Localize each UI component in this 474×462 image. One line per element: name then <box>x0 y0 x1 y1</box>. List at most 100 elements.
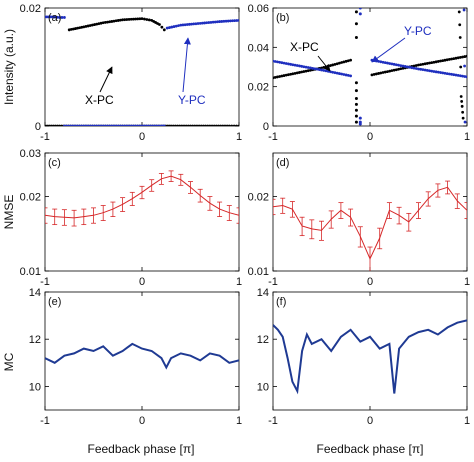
data-point <box>354 89 358 93</box>
annotation-label: Y-PC <box>178 93 206 107</box>
data-point <box>193 124 197 126</box>
data-point <box>317 68 321 71</box>
data-point <box>142 124 146 126</box>
data-point <box>450 72 453 76</box>
data-point <box>99 124 103 126</box>
data-point <box>425 62 429 65</box>
data-point <box>293 71 297 75</box>
annotation-arrow <box>99 66 113 93</box>
data-point <box>394 68 398 72</box>
data-point <box>458 74 462 78</box>
data-point <box>172 25 176 28</box>
data-point <box>186 124 190 126</box>
data-point <box>190 22 193 26</box>
data-point <box>78 124 81 126</box>
data-point <box>195 124 199 126</box>
y-tick-label: 0.03 <box>20 148 41 160</box>
data-point <box>116 19 120 22</box>
data-point <box>465 75 467 79</box>
data-point <box>220 20 224 23</box>
data-point <box>340 72 344 76</box>
data-point <box>108 20 112 24</box>
data-point <box>235 19 239 22</box>
data-point <box>465 54 467 58</box>
data-point <box>462 8 466 12</box>
data-point <box>86 24 90 28</box>
data-point <box>51 124 55 126</box>
data-point <box>67 28 71 32</box>
data-point <box>410 66 414 70</box>
data-point <box>421 62 425 66</box>
data-point <box>390 62 394 66</box>
data-point <box>72 27 75 31</box>
data-point <box>138 124 142 126</box>
data-point <box>97 22 101 26</box>
data-point <box>231 19 234 23</box>
data-point <box>143 17 146 21</box>
data-point <box>221 124 225 126</box>
data-point <box>421 68 425 72</box>
data-point <box>280 74 284 78</box>
data-point <box>119 124 122 126</box>
y-tick-label: 0.02 <box>20 192 41 204</box>
data-point <box>408 65 412 69</box>
data-point <box>419 63 423 67</box>
panel-a: -1 0 100.02(a)X-PC Y-PC <box>20 3 242 143</box>
data-point <box>445 72 449 76</box>
data-point <box>388 69 392 73</box>
data-point <box>49 124 53 126</box>
data-point <box>441 71 445 75</box>
data-point <box>49 15 53 19</box>
data-point <box>358 116 362 120</box>
data-point <box>55 15 59 19</box>
data-point <box>82 124 86 126</box>
data-point <box>436 70 440 74</box>
x-tick-label: -1 <box>268 276 278 288</box>
data-point <box>349 74 352 78</box>
data-point <box>358 122 362 126</box>
data-point <box>224 19 228 23</box>
data-point <box>230 124 234 126</box>
data-point <box>210 124 214 126</box>
data-point <box>443 71 447 75</box>
y-tick-label: 0.01 <box>248 266 269 278</box>
data-point <box>379 60 383 64</box>
data-point <box>335 62 339 66</box>
data-point <box>74 27 77 30</box>
data-point <box>226 19 230 23</box>
data-point <box>354 36 358 39</box>
data-point <box>222 19 226 23</box>
y-tick-label: 0 <box>35 121 41 133</box>
data-point <box>331 63 335 67</box>
x-tick-label: 1 <box>236 131 242 143</box>
data-point <box>461 74 464 78</box>
data-point <box>331 70 335 74</box>
data-point <box>423 68 427 72</box>
data-point <box>69 124 73 126</box>
data-point <box>401 66 405 70</box>
data-point <box>354 102 358 106</box>
data-point <box>302 70 306 73</box>
ylabel-intensity: Intensity (a.u.) <box>2 29 16 105</box>
data-point <box>134 17 137 21</box>
data-point <box>131 124 135 126</box>
data-point <box>88 124 92 126</box>
data-point <box>53 15 57 19</box>
data-point <box>209 20 213 24</box>
data-point <box>456 74 460 77</box>
data-point <box>103 21 107 24</box>
data-point <box>196 22 200 25</box>
data-point <box>176 124 179 126</box>
data-point <box>300 70 304 74</box>
data-point <box>140 124 144 126</box>
data-point <box>112 124 116 126</box>
data-point <box>406 65 409 69</box>
series-line <box>45 342 239 370</box>
y-tick-label: 14 <box>29 287 41 299</box>
data-point <box>450 57 453 61</box>
y-tick-label: 0.02 <box>248 82 269 94</box>
data-point <box>204 124 207 126</box>
y-tick-label: 10 <box>257 381 269 393</box>
data-point <box>144 124 148 126</box>
data-point <box>162 28 166 32</box>
